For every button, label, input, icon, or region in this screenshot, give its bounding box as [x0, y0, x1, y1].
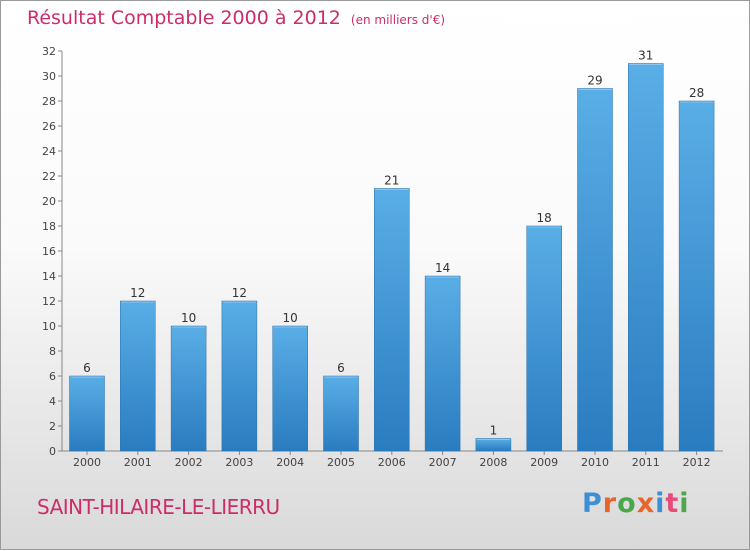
y-tick-label: 4	[49, 395, 56, 408]
x-tick-label: 2002	[175, 456, 203, 469]
bar-2011	[628, 63, 664, 452]
bar-value-label: 6	[337, 361, 345, 375]
bar-2008	[475, 438, 512, 452]
bar-2004	[272, 325, 308, 452]
bar-value-label: 29	[587, 74, 602, 88]
proxiti-logo[interactable]: Proxiti	[582, 488, 690, 519]
y-tick-label: 28	[42, 95, 56, 108]
bar-2001	[120, 300, 156, 452]
bar-value-label: 12	[130, 286, 145, 300]
y-tick-label: 22	[42, 170, 56, 183]
title-row: Résultat Comptable 2000 à 2012 (en millie…	[27, 7, 445, 29]
bar-value-label: 10	[181, 311, 196, 325]
bar-2002	[170, 325, 207, 452]
y-tick-label: 18	[42, 220, 56, 233]
x-tick-label: 2012	[683, 456, 711, 469]
chart-title: Résultat Comptable 2000 à 2012	[27, 7, 341, 29]
logo-letter: P	[582, 488, 603, 519]
chart-subtitle: (en milliers d'€)	[350, 13, 446, 27]
labels: 6 2000 12 2001 10 2002 12 2003 10 2004 6 2005 21 2006…	[73, 49, 711, 470]
y-tick-label: 8	[49, 345, 56, 358]
y-tick-label: 2	[49, 420, 56, 433]
y-tick-label: 0	[49, 445, 56, 458]
logo-letter: t	[665, 488, 680, 519]
y-tick-label: 20	[42, 195, 56, 208]
logo-letter: i	[679, 488, 690, 519]
bar-value-label: 21	[384, 174, 399, 188]
commune-name: SAINT-HILAIRE-LE-LIERRU	[37, 495, 280, 519]
x-tick-label: 2006	[378, 456, 406, 469]
bar-value-label: 10	[283, 311, 298, 325]
bar-2009	[526, 225, 562, 452]
bar-value-label: 28	[689, 86, 704, 100]
logo-letter: r	[602, 488, 618, 519]
bars	[69, 63, 715, 452]
x-tick-label: 2007	[429, 456, 457, 469]
bar-2010	[577, 88, 613, 452]
logo-letter: i	[655, 488, 666, 519]
bar-2000	[69, 375, 105, 452]
y-tick-label: 32	[42, 45, 56, 58]
x-tick-label: 2000	[73, 456, 101, 469]
logo-letter: x	[636, 488, 656, 519]
bar-2005	[323, 375, 359, 452]
y-tick-label: 12	[42, 295, 56, 308]
x-tick-label: 2001	[124, 456, 152, 469]
bar-value-label: 12	[232, 286, 247, 300]
bar-2003	[221, 300, 258, 452]
x-tick-label: 2011	[632, 456, 660, 469]
y-tick-label: 30	[42, 70, 56, 83]
bar-2007	[424, 275, 461, 452]
bar-value-label: 1	[490, 424, 498, 438]
y-tick-label: 14	[42, 270, 56, 283]
logo-letter: o	[617, 488, 637, 519]
bar-value-label: 18	[537, 211, 552, 225]
bar-2012	[678, 100, 715, 452]
bar-value-label: 31	[638, 49, 653, 63]
bar-2006	[374, 188, 410, 452]
x-tick-label: 2009	[530, 456, 558, 469]
x-tick-label: 2004	[276, 456, 304, 469]
x-tick-label: 2005	[327, 456, 355, 469]
bar-value-label: 6	[83, 361, 91, 375]
y-tick-label: 10	[42, 320, 56, 333]
x-tick-label: 2010	[581, 456, 609, 469]
x-tick-label: 2003	[225, 456, 253, 469]
bar-value-label: 14	[435, 261, 450, 275]
y-tick-label: 24	[42, 145, 56, 158]
y-tick-label: 6	[49, 370, 56, 383]
y-tick-label: 16	[42, 245, 56, 258]
y-tick-label: 26	[42, 120, 56, 133]
x-tick-label: 2008	[479, 456, 507, 469]
